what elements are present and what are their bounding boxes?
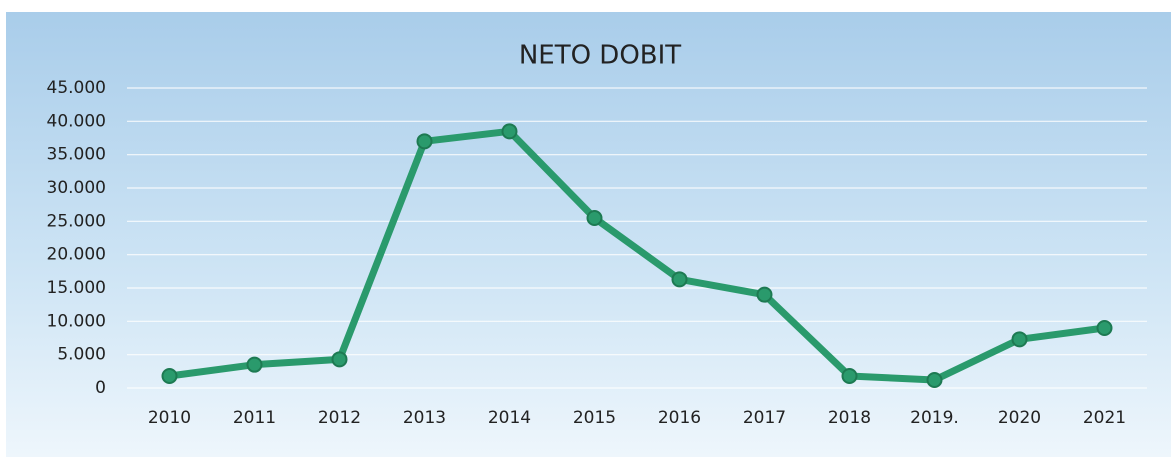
marker — [926, 372, 943, 388]
x-tick-label: 2017 — [743, 408, 786, 428]
x-tick-label: 2021 — [1083, 408, 1126, 428]
marker — [756, 286, 773, 303]
chart-title: NETO DOBIT — [519, 41, 681, 71]
y-tick-label: 15.000 — [47, 278, 106, 298]
y-tick-label: 45.000 — [47, 78, 106, 98]
marker — [586, 210, 603, 226]
marker — [1011, 331, 1028, 348]
x-tick-label: 2016 — [658, 408, 701, 428]
x-tick-label: 2011 — [233, 408, 276, 428]
y-tick-label: 40.000 — [47, 111, 106, 131]
x-tick-label: 2020 — [998, 408, 1041, 428]
x-tick-label: 2015 — [573, 408, 616, 428]
marker — [501, 123, 518, 140]
y-tick-label: 5.000 — [57, 345, 106, 365]
marker — [331, 351, 348, 368]
x-tick-label: 2018 — [828, 408, 871, 428]
marker — [841, 368, 858, 384]
x-tick-label: 2010 — [148, 408, 191, 428]
marker — [246, 356, 263, 373]
y-tick-label: 30.000 — [47, 178, 106, 198]
marker — [671, 271, 688, 288]
x-tick-label: 2013 — [403, 408, 446, 428]
y-tick-label: 35.000 — [47, 145, 106, 165]
x-tick-label: 2012 — [318, 408, 361, 428]
marker — [1096, 320, 1113, 336]
y-tick-label: 25.000 — [47, 211, 106, 231]
marker — [416, 133, 433, 150]
chart-background — [6, 12, 1171, 457]
marker — [161, 368, 178, 384]
y-tick-label: 0 — [95, 378, 106, 398]
y-tick-label: 20.000 — [47, 245, 106, 265]
x-tick-label: 2014 — [488, 408, 531, 428]
line — [169, 127, 1105, 384]
x-tick-label: 2019. — [910, 408, 959, 428]
y-tick-label: 10.000 — [47, 311, 106, 331]
